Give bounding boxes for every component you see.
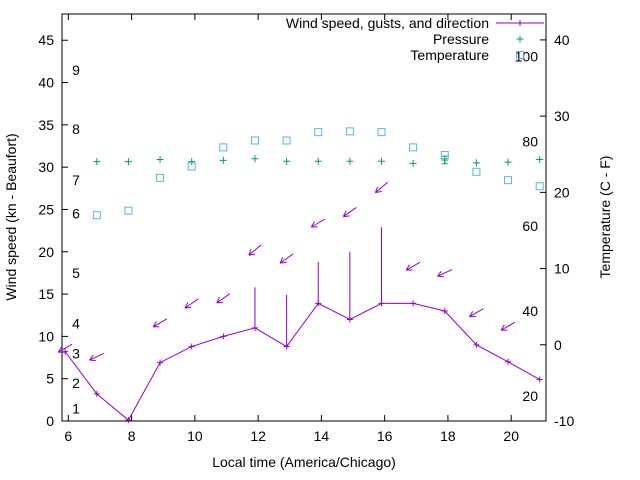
wind-direction-arrow <box>469 308 484 318</box>
svg-text:10: 10 <box>187 428 203 444</box>
svg-text:40: 40 <box>38 75 54 91</box>
svg-text:20: 20 <box>503 428 519 444</box>
beaufort-scale-label: 5 <box>72 265 80 281</box>
svg-text:10: 10 <box>38 328 54 344</box>
svg-text:40: 40 <box>554 32 570 48</box>
x-axis-label: Local time (America/Chicago) <box>212 454 396 470</box>
wind-direction-arrow <box>374 181 388 194</box>
svg-text:20: 20 <box>38 244 54 260</box>
beaufort-scale-label: 6 <box>72 206 80 222</box>
svg-text:10: 10 <box>554 261 570 277</box>
wind-direction-arrow <box>248 244 262 256</box>
legend-label: Wind speed, gusts, and direction <box>286 15 489 31</box>
wind-direction-arrow <box>279 253 294 264</box>
legend-label: Pressure <box>433 31 489 47</box>
svg-text:14: 14 <box>314 428 330 444</box>
svg-text:30: 30 <box>554 108 570 124</box>
plot-border <box>61 13 547 422</box>
beaufort-scale-label: 1 <box>72 400 80 416</box>
svg-text:35: 35 <box>38 117 54 133</box>
beaufort-scale-label: 9 <box>72 62 80 78</box>
wind-direction-arrow <box>57 343 73 353</box>
fahrenheit-scale-label: 60 <box>522 218 538 234</box>
fahrenheit-scale-label: 40 <box>522 303 538 319</box>
wind-direction-arrow <box>342 207 357 218</box>
axis-ticks: 6 8 10 12 14 16 18 20051015202530354045-1001020… <box>38 14 574 444</box>
wind-speed-line <box>64 302 540 421</box>
wind-direction-arrow <box>310 218 326 228</box>
wind-direction-arrow <box>152 318 168 328</box>
beaufort-scale-label: 8 <box>72 121 80 137</box>
fahrenheit-scale-label: 20 <box>522 388 538 404</box>
svg-text:0: 0 <box>46 413 54 429</box>
wind-direction-arrow <box>89 352 105 361</box>
legend-label: Temperature <box>410 47 489 63</box>
svg-text:18: 18 <box>440 428 456 444</box>
beaufort-scale-label: 3 <box>72 345 80 361</box>
y-left-axis-label: Wind speed (kn - Beaufort) <box>3 133 19 300</box>
svg-text:-10: -10 <box>554 413 574 429</box>
svg-text:25: 25 <box>38 201 54 217</box>
svg-text:6: 6 <box>64 428 72 444</box>
svg-text:20: 20 <box>554 184 570 200</box>
svg-text:0: 0 <box>554 337 562 353</box>
wind-direction-arrow <box>405 261 421 271</box>
svg-text:8: 8 <box>128 428 136 444</box>
data-series <box>57 127 544 424</box>
fahrenheit-scale-label: 100 <box>515 49 539 65</box>
svg-text:45: 45 <box>38 32 54 48</box>
wind-direction-arrow <box>216 293 231 304</box>
svg-text:5: 5 <box>46 371 54 387</box>
secondary-scale-labels: 1 2 3 4 5 6 7 8 9 20 40 60 80 100 <box>72 49 538 417</box>
beaufort-scale-label: 4 <box>72 316 80 332</box>
svg-text:16: 16 <box>377 428 393 444</box>
wind-direction-arrow <box>184 298 199 309</box>
beaufort-scale-label: 7 <box>72 172 80 188</box>
svg-text:15: 15 <box>38 286 54 302</box>
legend: Wind speed, gusts, and directionPressure… <box>286 15 544 63</box>
svg-text:12: 12 <box>250 428 266 444</box>
wind-direction-arrow <box>500 321 516 331</box>
beaufort-scale-label: 2 <box>72 375 80 391</box>
svg-text:30: 30 <box>38 159 54 175</box>
wind-direction-arrow <box>437 269 453 278</box>
fahrenheit-scale-label: 80 <box>522 133 538 149</box>
y-right-axis-label: Temperature (C - F) <box>597 156 613 279</box>
